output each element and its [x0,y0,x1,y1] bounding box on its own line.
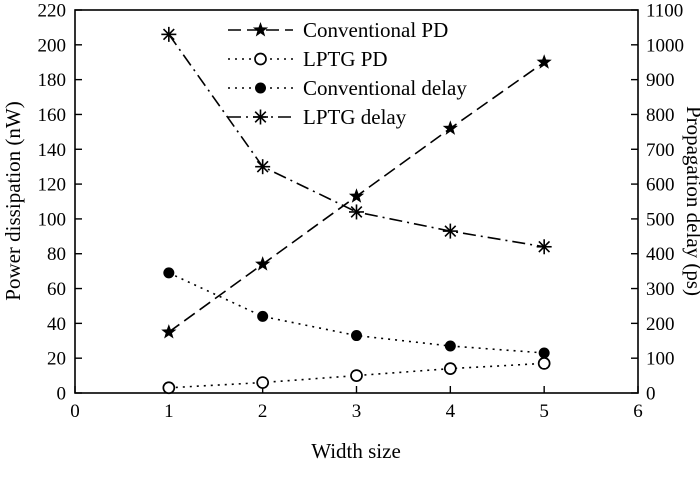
series-line-3 [168,33,545,248]
legend-label: Conventional PD [303,18,448,42]
open-circle-marker [256,376,270,389]
x-tick-label: 1 [164,401,174,422]
y-left-tick-label: 120 [38,175,67,196]
open-circle-marker [254,52,267,66]
filled-circle-marker [444,340,456,352]
y-left-tick-label: 80 [47,244,66,265]
y-right-tick-label: 400 [646,244,675,265]
legend-label: Conventional delay [303,76,467,100]
y-left-tick-label: 60 [47,279,66,300]
y-left-tick-label: 20 [47,349,66,370]
legend-item: Conventional PD [228,18,448,42]
star-marker [255,256,271,271]
x-tick-label: 4 [446,401,456,422]
filled-circle-marker [538,347,550,359]
y-left-tick-label: 200 [38,35,67,56]
y-right-tick-label: 700 [646,140,675,161]
y-axis-title-right: Propagation delay (ps) [682,106,700,296]
y-right-tick-label: 500 [646,209,675,230]
legend-label: LPTG delay [303,105,407,129]
y-left-tick-label: 160 [38,105,67,126]
filled-circle-marker [351,330,362,342]
y-left-tick-label: 40 [47,314,66,335]
legend-label: LPTG PD [303,47,388,71]
star-marker [348,188,365,203]
y-right-tick-label: 1100 [646,1,683,22]
asterisk-marker [253,109,268,125]
y-right-tick-label: 1000 [646,35,684,56]
star-marker [252,22,269,37]
plot-layer: 0 1 2 3 4 5 6020406080100120140160180200220010… [38,1,685,423]
filled-circle-marker [257,310,269,322]
x-tick-label: 2 [258,401,268,422]
star-marker [161,324,177,339]
y-right-tick-label: 0 [646,384,656,405]
y-right-tick-label: 600 [646,175,675,196]
legend-item: LPTG PD [228,47,388,71]
x-axis-title: Width size [311,439,401,463]
y-left-tick-label: 180 [38,70,67,91]
asterisk-marker [349,204,364,220]
open-circle-marker [350,369,363,382]
y-left-tick-label: 0 [57,384,67,405]
y-axis-title-left: Power dissipation (nW) [1,101,25,300]
open-circle-marker [162,381,176,395]
y-left-tick-label: 100 [38,209,67,230]
asterisk-marker [255,159,271,175]
legend-item: Conventional delay [228,76,467,100]
legend-item: LPTG delay [228,105,407,129]
y-right-tick-label: 800 [646,105,675,126]
x-tick-label: 3 [352,401,362,422]
open-circle-marker [537,357,551,370]
asterisk-marker [442,223,458,239]
y-right-tick-label: 300 [646,279,675,300]
filled-circle-marker [255,82,266,94]
asterisk-marker [536,239,552,255]
asterisk-marker [161,26,177,42]
y-left-tick-label: 220 [38,1,67,22]
x-tick-label: 6 [633,401,643,422]
open-circle-marker [443,362,457,375]
x-tick-label: 0 [70,401,80,422]
filled-circle-marker [163,267,175,279]
star-marker [536,54,552,69]
y-right-tick-label: 200 [646,314,675,335]
y-right-tick-label: 100 [646,349,675,370]
y-left-tick-label: 140 [38,140,67,161]
x-tick-label: 5 [539,401,549,422]
star-marker [442,120,458,135]
y-right-tick-label: 900 [646,70,675,91]
